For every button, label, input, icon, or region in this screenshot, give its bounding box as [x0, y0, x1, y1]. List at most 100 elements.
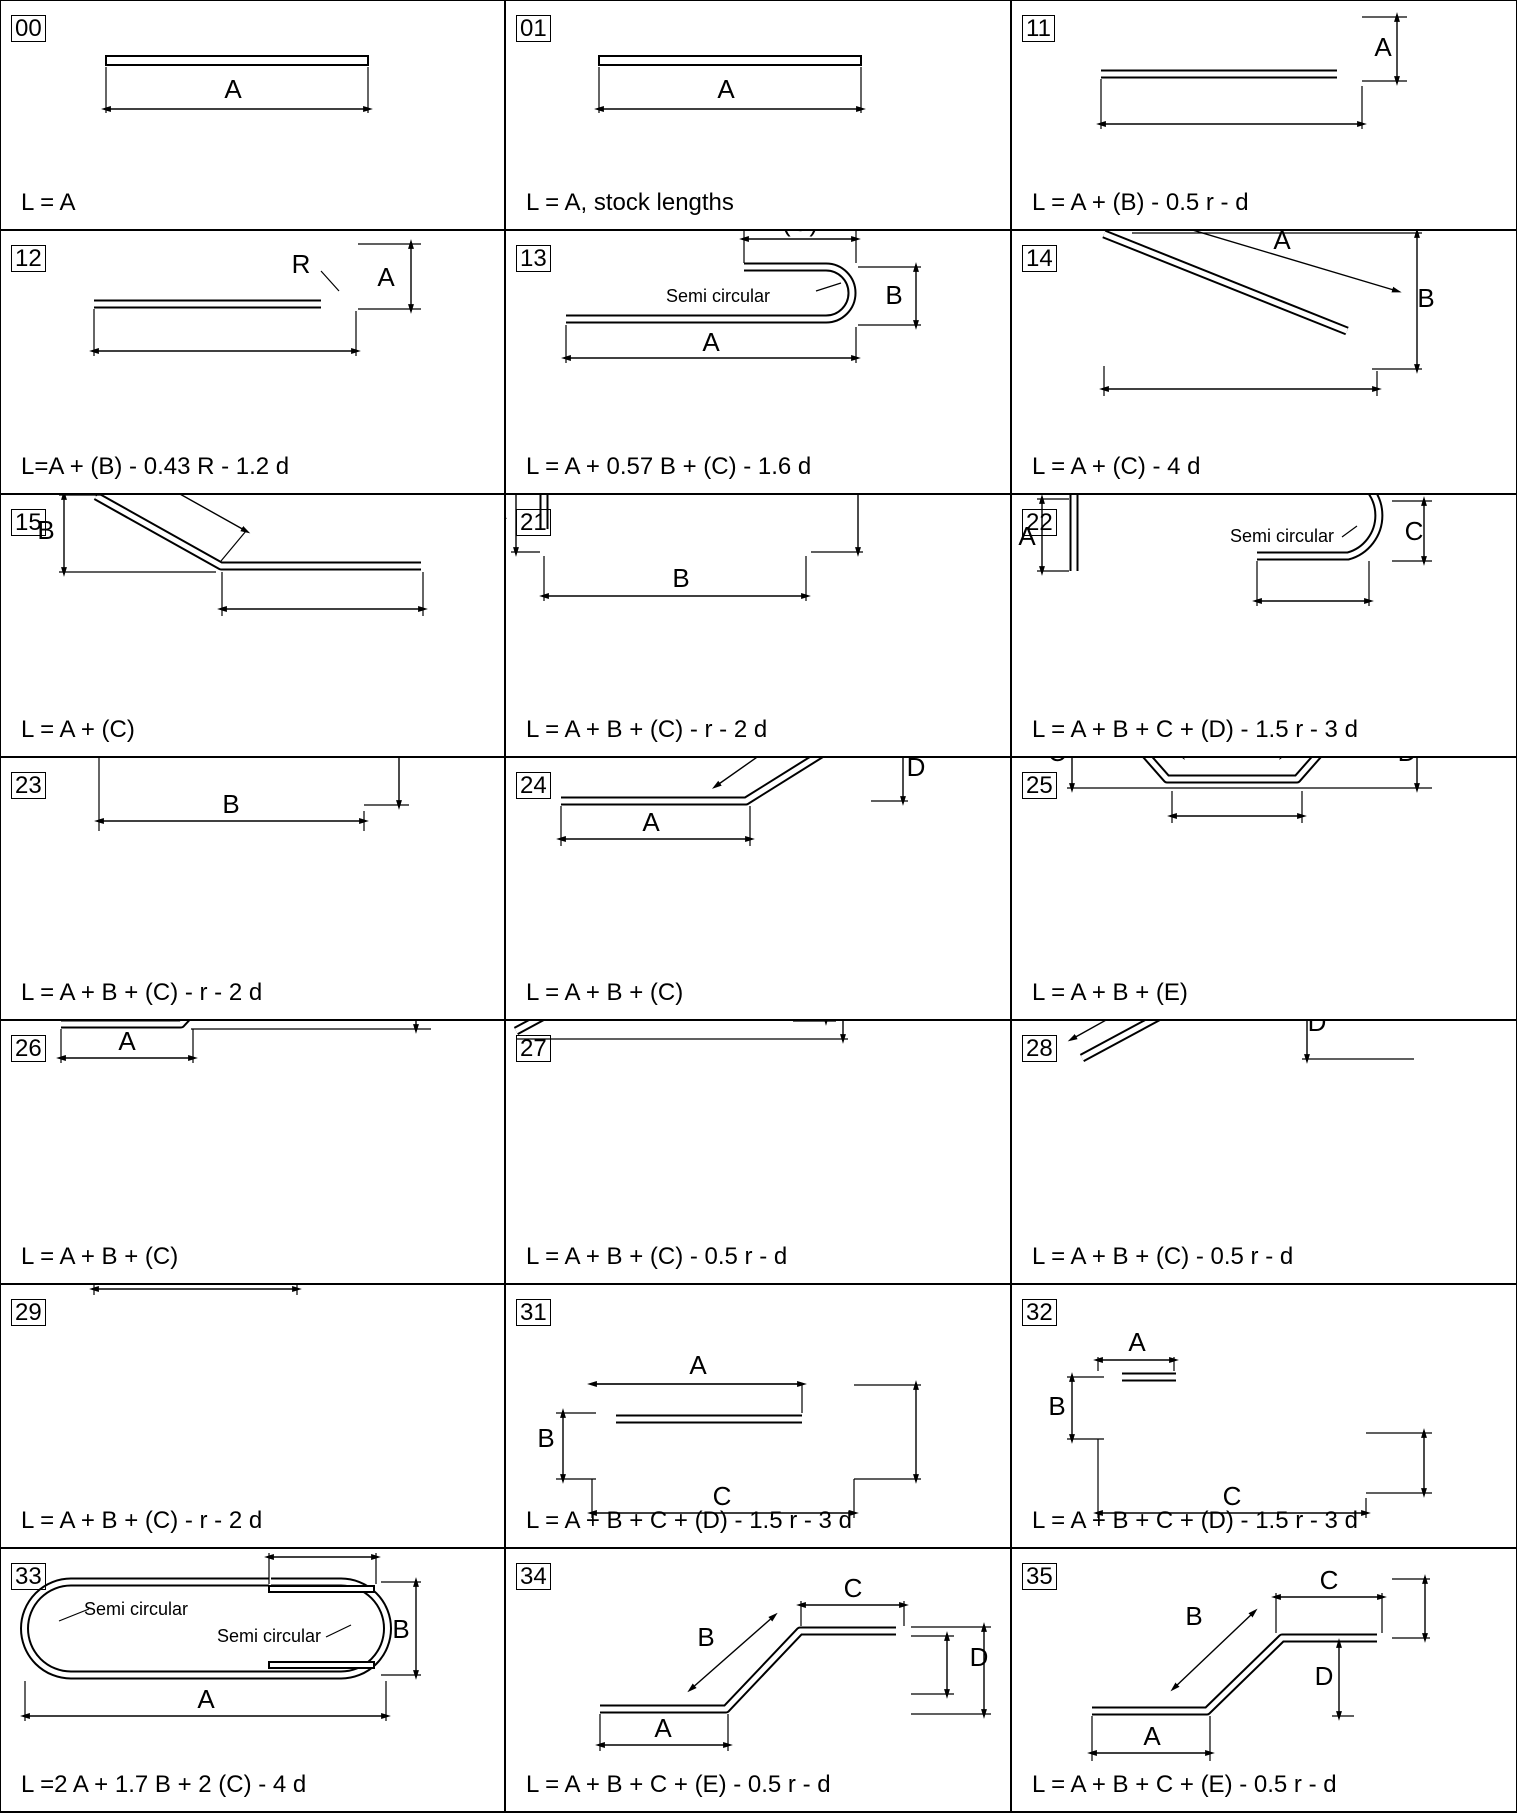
bar-shape-drawing: ABCD [1048, 756, 1432, 823]
dimension-label-B: B [672, 563, 689, 593]
dimension-label-D: D [1398, 756, 1417, 767]
semi-circular-note: Semi circular [1230, 526, 1334, 546]
dimension-label-D: D [1308, 1019, 1327, 1037]
shape-cell-12: A R 12 L=A + (B) - 0.43 R - 1.2 d [0, 229, 506, 495]
shape-code-label: 32 [1022, 1299, 1057, 1326]
dimension-label-B: B [1048, 1391, 1065, 1421]
bar-shape-drawing: A [1096, 12, 1407, 129]
shape-code-label: 13 [516, 245, 551, 272]
bar-shape-drawing: A [594, 55, 866, 113]
dimension-label-D: D [1315, 1661, 1334, 1691]
bar-shape-drawing: A B C [1048, 1327, 1432, 1518]
shape-cell-13: (C) B Semi circular A 13 L = A + 0.57 B + (C)… [504, 229, 1012, 495]
shape-code-label: 35 [1022, 1563, 1057, 1590]
shape-code-label: 28 [1022, 1035, 1057, 1062]
shape-cell-01: A 01 L = A, stock lengths [504, 0, 1012, 231]
length-formula: L = A + B + C + (D) - 1.5 r - 3 d [1032, 1507, 1358, 1534]
dimension-label-A: A [689, 1350, 707, 1380]
shape-code-label: 26 [11, 1035, 46, 1062]
shape-code-label: 15 [11, 509, 46, 536]
shape-code-label: 31 [516, 1299, 551, 1326]
shape-cell-14: A B 14 L = A + (C) - 4 d [1010, 229, 1517, 495]
dimension-label-A: A [187, 1283, 205, 1287]
length-formula: L = A + B + (C) - 0.5 r - d [526, 1243, 788, 1270]
shape-cell-25: ABCD25L = A + B + (E) [1010, 756, 1517, 1021]
length-formula: L = A + (C) [21, 716, 135, 743]
dimension-label-B: B [537, 1423, 554, 1453]
shape-code-label: 22 [1022, 509, 1057, 536]
length-formula: L = A + 0.57 B + (C) - 1.6 d [526, 453, 812, 480]
shape-code-label: 14 [1022, 245, 1057, 272]
length-formula: L = A, stock lengths [526, 189, 734, 216]
shape-code-label: 00 [11, 15, 46, 42]
length-formula: L = A + B + (C) - r - 2 d [526, 716, 768, 743]
dimension-label-A: A [224, 74, 242, 104]
shape-cell-21: AB21L = A + B + (C) - r - 2 d [504, 493, 1012, 758]
shape-cell-28: ABD 28 L = A + B + (C) - 0.5 r - d [1010, 1019, 1517, 1285]
shape-code-label: 34 [516, 1563, 551, 1590]
bar-shape-drawing: AB [1099, 229, 1435, 396]
dimension-label-C: C [1320, 1565, 1339, 1595]
dimension-label-B: B [885, 280, 902, 310]
shape-cell-33: B Semi circular Semi circular A 33 L =2 A + 1… [0, 1547, 506, 1813]
semi-circular-note: Semi circular [666, 286, 770, 306]
dimension-label-B: B [1417, 283, 1434, 313]
bar-shape-drawing: ABD [1067, 1019, 1414, 1064]
length-formula: L = A + B + C + (D) - 1.5 r - 3 d [526, 1507, 852, 1534]
bar-shape-drawing: A [101, 55, 373, 113]
dimension-label-B: B [1185, 1601, 1202, 1631]
bar-shape-drawing: BDA [56, 1021, 431, 1063]
shape-code-label: 12 [11, 245, 46, 272]
dimension-label-A: A [504, 495, 507, 525]
bar-shape-drawing: B C D A [1087, 1565, 1430, 1761]
dimension-label-B: B [392, 1614, 409, 1644]
dimension-label-C: C [1405, 516, 1424, 546]
dimension-label-C: (C) [782, 229, 818, 237]
length-formula: L=A + (B) - 0.43 R - 1.2 d [21, 453, 290, 480]
bar-shape-drawing: BDA [556, 758, 925, 846]
dimension-label-A: A [118, 1026, 136, 1056]
dimension-label-C: C [713, 1481, 732, 1511]
length-formula: L = A + (C) - 4 d [1032, 453, 1201, 480]
dimension-label-A: A [1128, 1327, 1146, 1357]
dimension-label-A: A [1273, 229, 1291, 255]
shape-code-label: 27 [516, 1035, 551, 1062]
semi-circular-note: Semi circular [84, 1599, 188, 1619]
length-formula: L = A + B + C + (E) - 0.5 r - d [526, 1771, 831, 1798]
bar-shape-drawing: B C D A [595, 1573, 991, 1751]
bar-shape-drawing: AB [504, 495, 863, 601]
length-formula: L = A + B + (C) - r - 2 d [21, 1507, 263, 1534]
bar-shape-drawing: ABD [513, 1021, 848, 1044]
dimension-label-R: R [292, 249, 311, 279]
dimension-label-B: B [222, 789, 239, 819]
shape-code-label: 23 [11, 772, 46, 799]
dimension-label-D: D [970, 1642, 989, 1672]
length-formula: L = A + B + (C) - r - 2 d [21, 979, 263, 1006]
shape-cell-26: BDA 26 L = A + B + (C) [0, 1019, 506, 1285]
shape-code-label: 33 [11, 1563, 46, 1590]
length-formula: L =2 A + 1.7 B + 2 (C) - 4 d [21, 1771, 307, 1798]
shape-cell-34: B C D A 34 L = A + B + C + (E) - 0.5 r - d [504, 1547, 1012, 1813]
dimension-label-B: B [37, 515, 54, 545]
dimension-label-A: A [1374, 32, 1392, 62]
shape-cell-00: A 00 L = A [0, 0, 506, 231]
bar-shape-drawing: AB [37, 495, 428, 616]
dimension-label-C: C [1223, 1481, 1242, 1511]
shape-code-label: 24 [516, 772, 551, 799]
length-formula: L = A + B + C + (E) - 0.5 r - d [1032, 1771, 1337, 1798]
dimension-label-A: A [1143, 1721, 1161, 1751]
shape-cell-32: A B C 32 L = A + B + C + (D) - 1.5 r - 3 d [1010, 1283, 1517, 1549]
shape-cell-35: B C D A 35 L = A + B + C + (E) - 0.5 r - d [1010, 1547, 1517, 1813]
length-formula: L = A + B + (C) [21, 1243, 179, 1270]
shape-cell-15: AB15L = A + (C) [0, 493, 506, 758]
dimension-label-B: B [697, 1622, 714, 1652]
length-formula: L = A + B + (C) - 0.5 r - d [1032, 1243, 1294, 1270]
dimension-label-A: A [197, 1684, 215, 1714]
shape-cell-11: A 11 L = A + (B) - 0.5 r - d [1010, 0, 1517, 231]
bar-shape-drawing: BDA [89, 1283, 302, 1295]
dimension-label-C: C [1048, 756, 1067, 767]
shape-cell-24: BDA24L = A + B + (C) [504, 756, 1012, 1021]
shape-code-label: 01 [516, 15, 551, 42]
shape-cell-31: A B C 31 L = A + B + C + (D) - 1.5 r - 3 d [504, 1283, 1012, 1549]
